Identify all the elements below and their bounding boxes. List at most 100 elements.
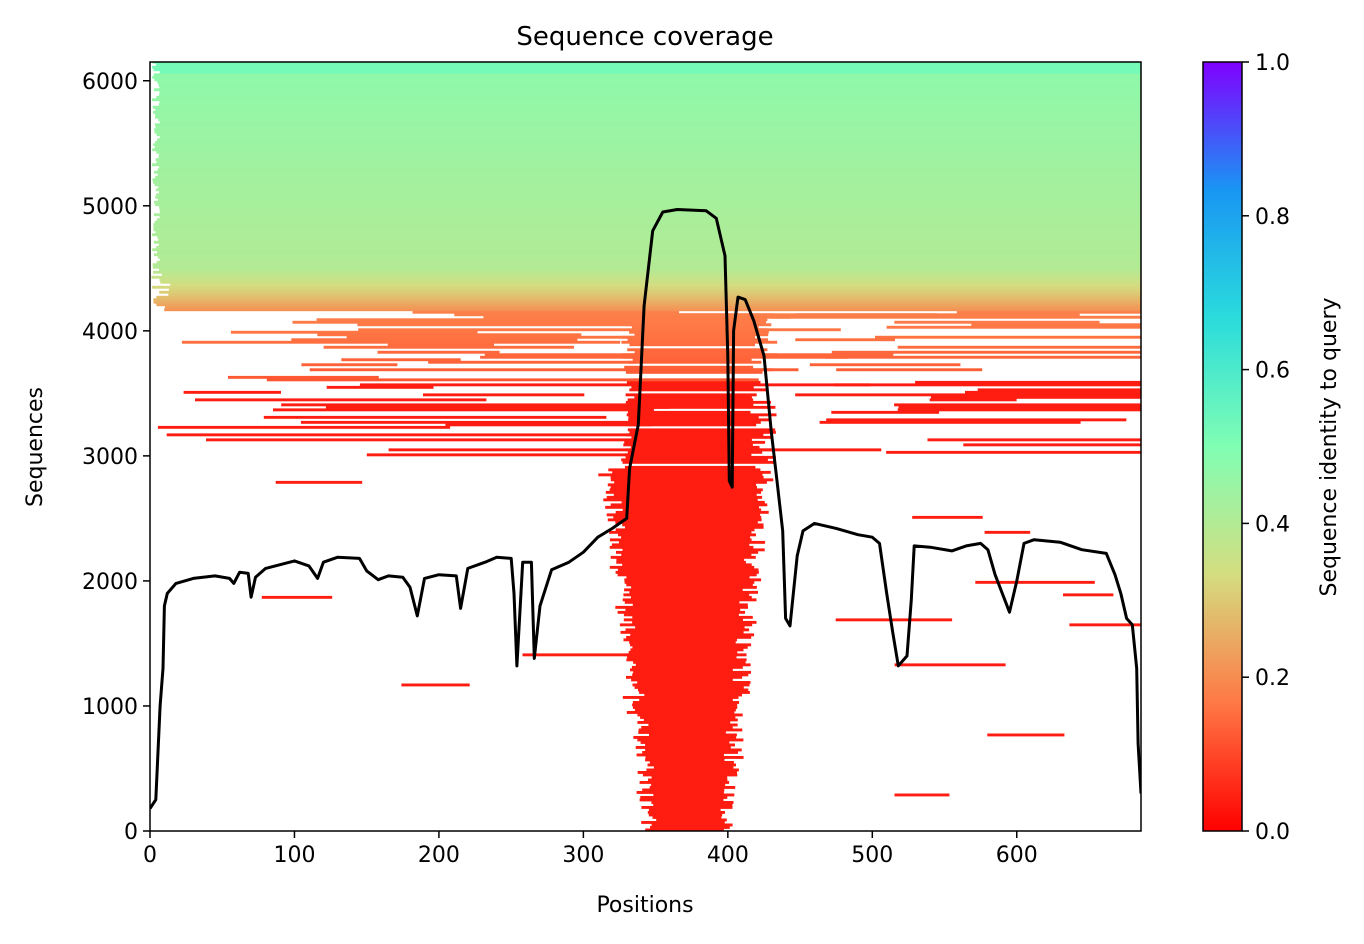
coverage-row — [629, 640, 736, 644]
x-tick-label: 600 — [996, 843, 1038, 868]
coverage-row — [157, 425, 451, 429]
y-tick-label: 5000 — [82, 195, 138, 220]
y-axis-label: Sequences — [23, 387, 48, 507]
coverage-row — [153, 143, 1141, 147]
y-tick-label: 2000 — [82, 570, 138, 595]
coverage-row — [613, 493, 757, 497]
coverage-row — [605, 490, 762, 494]
coverage-row — [653, 766, 734, 769]
coverage-row — [627, 398, 754, 402]
y-tick-label: 3000 — [82, 445, 138, 470]
coverage-row — [637, 681, 751, 684]
coverage-row — [155, 140, 1141, 144]
x-axis-label: Positions — [596, 893, 693, 918]
colorbar-tick-label: 0.6 — [1255, 359, 1290, 384]
x-tick-label: 200 — [418, 843, 460, 868]
coverage-row — [153, 68, 1141, 72]
coverage-row — [894, 403, 1141, 407]
coverage-row — [159, 210, 1141, 214]
coverage-row — [154, 130, 1141, 134]
coverage-row — [155, 108, 1141, 112]
coverage-row — [156, 95, 1141, 99]
coverage-row — [152, 65, 1141, 69]
coverage-row — [633, 660, 746, 664]
coverage-row — [626, 413, 777, 417]
coverage-row — [157, 198, 1141, 202]
coverage-row — [152, 148, 1141, 152]
coverage-row — [630, 633, 755, 637]
coverage-row — [484, 353, 894, 357]
coverage-row — [623, 613, 739, 617]
coverage-row — [621, 535, 751, 539]
coverage-row — [636, 753, 724, 757]
coverage-row — [622, 523, 764, 527]
coverage-row — [987, 733, 1065, 737]
coverage-row — [627, 338, 769, 342]
coverage-row — [622, 696, 739, 699]
coverage-row — [642, 773, 738, 777]
coverage-row — [963, 443, 1141, 447]
coverage-row — [155, 125, 1141, 129]
coverage-row — [632, 358, 752, 362]
coverage-row — [622, 598, 757, 602]
coverage-row — [631, 438, 752, 442]
coverage-row — [831, 410, 940, 414]
coverage-row — [633, 736, 737, 739]
coverage-row — [633, 706, 738, 709]
coverage-row — [626, 635, 752, 639]
coverage-row — [834, 383, 1141, 387]
coverage-row — [152, 265, 1141, 269]
coverage-row — [156, 150, 1141, 154]
coverage-row — [875, 335, 1141, 339]
coverage-row — [615, 520, 758, 524]
coverage-row — [300, 420, 697, 424]
coverage-row — [228, 375, 379, 379]
x-tick-label: 0 — [143, 843, 157, 868]
coverage-row — [621, 553, 752, 557]
coverage-row — [635, 625, 745, 629]
coverage-row — [628, 415, 759, 419]
coverage-row — [292, 320, 720, 324]
y-tick-label: 1000 — [82, 695, 138, 720]
coverage-row — [155, 188, 1141, 192]
coverage-row — [153, 73, 1141, 77]
coverage-row — [635, 746, 731, 749]
coverage-row — [610, 555, 756, 559]
coverage-row — [156, 63, 1141, 67]
coverage-row — [159, 205, 1141, 209]
coverage-row — [897, 345, 1141, 349]
coverage-row — [629, 330, 769, 334]
coverage-row — [616, 550, 759, 554]
coverage-row — [159, 120, 1141, 124]
coverage-row — [625, 393, 757, 397]
coverage-row — [617, 573, 757, 577]
coverage-row — [622, 548, 765, 552]
coverage-row — [626, 711, 735, 714]
coverage-row — [275, 480, 363, 484]
coverage-line-layer — [150, 208, 1141, 810]
coverage-row — [632, 603, 748, 607]
coverage-row — [625, 400, 771, 404]
coverage-row — [608, 468, 761, 472]
coverage-row — [624, 580, 755, 584]
coverage-row — [401, 683, 470, 687]
y-tick-label: 0 — [124, 820, 138, 845]
coverage-row — [615, 528, 755, 532]
coverage-row — [157, 168, 1141, 172]
coverage-row — [1063, 593, 1114, 597]
colorbar-tick-label: 0.8 — [1255, 205, 1290, 230]
coverage-row — [615, 570, 759, 574]
coverage-row — [630, 445, 760, 449]
coverage-row — [153, 228, 1141, 232]
coverage-row — [617, 568, 759, 572]
coverage-row — [638, 731, 726, 734]
coverage-row — [155, 230, 1141, 234]
colorbar-tick-label: 0.4 — [1255, 512, 1290, 537]
coverage-row — [606, 513, 761, 517]
coverage-row — [629, 343, 755, 347]
coverage-row — [809, 363, 961, 367]
coverage-row — [155, 175, 1141, 179]
coverage-row — [645, 748, 742, 752]
coverage-row — [835, 618, 953, 622]
x-axis-ticks: 0 100 200 300 400 500 600 — [143, 831, 1038, 868]
